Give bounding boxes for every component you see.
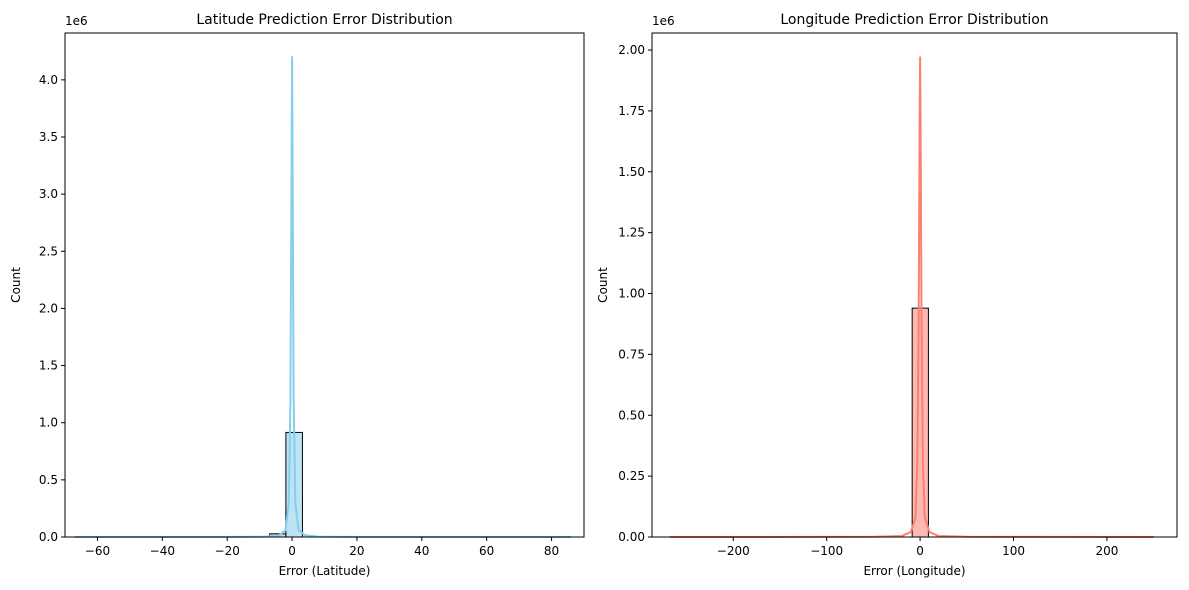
kde-line [74,56,572,538]
x-axis-label: Error (Longitude) [863,564,965,578]
y-axis-label: Count [9,267,23,303]
y-tick-label: 1.75 [618,104,645,118]
y-tick-label: 1.25 [618,226,645,240]
y-offset-label: 1e6 [652,14,675,28]
x-tick-label: 20 [349,544,364,558]
y-tick-label: 0.75 [618,347,645,361]
kde-line [669,56,1154,538]
x-tick-label: 80 [544,544,559,558]
x-tick-label: −200 [717,544,750,558]
histogram-bar-0 [911,307,929,538]
x-tick-label: 0 [916,544,924,558]
axes-frame [651,32,1178,538]
chart-title: Latitude Prediction Error Distribution [196,12,452,28]
y-tick-label: 1.50 [618,165,645,179]
x-tick-label: 100 [1002,544,1025,558]
x-tick-label: −100 [810,544,843,558]
x-axis-label: Error (Latitude) [279,564,371,578]
y-tick-label: 2.5 [39,244,58,258]
longitude-error-chart: −200 −100 0 100 200 0.00 0.25 0.50 0.75 1.00 1.25 1… [596,12,1178,578]
y-tick-label: 2.0 [39,301,58,315]
y-tick-label: 1.00 [618,287,645,301]
y-offset-label: 1e6 [65,14,88,28]
y-tick-label: 0.0 [39,530,58,544]
y-tick-label: 0.5 [39,473,58,487]
y-tick-label: 2.00 [618,43,645,57]
x-tick-label: −40 [150,544,175,558]
y-tick-label: 0.00 [618,530,645,544]
y-axis-label: Count [596,267,610,303]
y-tick-label: 1.0 [39,416,58,430]
chart-title: Longitude Prediction Error Distribution [780,12,1048,28]
x-tick-label: 60 [479,544,494,558]
x-tick-label: −20 [215,544,240,558]
y-tick-label: 4.0 [39,73,58,87]
x-tick-label: 200 [1095,544,1118,558]
x-tick-label: 40 [414,544,429,558]
y-tick-label: 0.25 [618,469,645,483]
y-tick-label: 3.0 [39,187,58,201]
x-tick-label: −60 [85,544,110,558]
axes-frame [64,32,585,538]
latitude-error-chart: −60 −40 −20 0 20 40 60 80 0.0 0.5 1.0 1.5 2.0 2.5 3.0 3… [9,12,585,578]
x-tick-label: 0 [288,544,296,558]
y-tick-label: 0.50 [618,408,645,422]
y-tick-label: 1.5 [39,359,58,373]
y-tick-label: 3.5 [39,130,58,144]
